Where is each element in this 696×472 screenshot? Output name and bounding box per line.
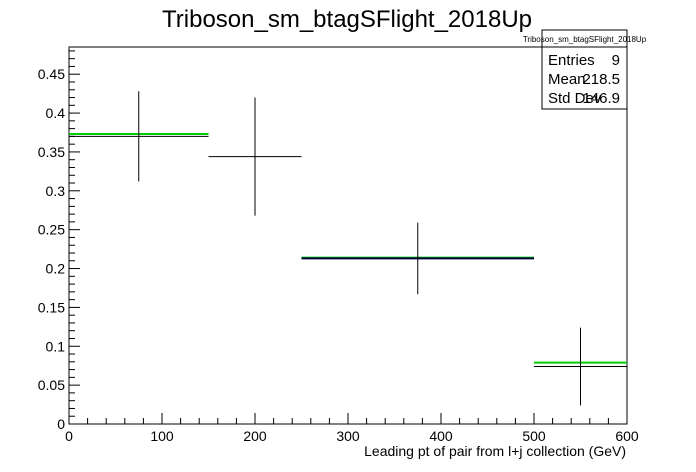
y-tick-label: 0.05: [38, 377, 65, 393]
x-axis-title: Leading pt of pair from l+j collection (…: [364, 443, 626, 459]
stats-entries-label: Entries: [548, 52, 595, 69]
y-tick-label: 0.3: [46, 183, 66, 199]
x-tick-label: 400: [429, 428, 453, 444]
y-tick-label: 0.35: [38, 144, 65, 160]
y-axis: 0 0.05 0.1 0.15 0.2 0.25 0.3 0.35 0.4 0.45: [38, 50, 80, 432]
chart-title: Triboson_sm_btagSFlight_2018Up: [162, 6, 532, 33]
x-tick-label: 100: [150, 428, 174, 444]
y-tick-label: 0.1: [46, 338, 66, 354]
x-tick-label: 500: [522, 428, 546, 444]
stats-box: Triboson_sm_btagSFlight_2018Up Entries 9…: [523, 29, 647, 110]
x-tick-label: 600: [615, 428, 639, 444]
x-tick-label: 0: [65, 428, 73, 444]
y-tick-label: 0: [57, 416, 65, 432]
stats-box-frame: [541, 29, 628, 110]
x-tick-label: 200: [243, 428, 267, 444]
y-tick-label: 0.45: [38, 66, 65, 82]
y-tick-label: 0.15: [38, 299, 65, 315]
y-tick-label: 0.4: [46, 105, 66, 121]
x-tick-label: 300: [336, 428, 360, 444]
stats-stddev-label: Std Dev: [548, 90, 602, 107]
overlay-series: [69, 133, 627, 364]
stats-entries-value: 9: [612, 52, 620, 69]
x-axis: 0 100 200 300 400 500 600: [65, 413, 639, 444]
y-tick-label: 0.25: [38, 222, 65, 238]
stats-mean-label: Mean: [548, 71, 586, 88]
stats-box-name: Triboson_sm_btagSFlight_2018Up: [523, 35, 647, 44]
y-tick-label: 0.2: [46, 261, 66, 277]
stats-stddev-value: 146.9: [582, 90, 620, 107]
stats-mean-value: 218.5: [582, 71, 620, 88]
data-series: [69, 91, 627, 406]
